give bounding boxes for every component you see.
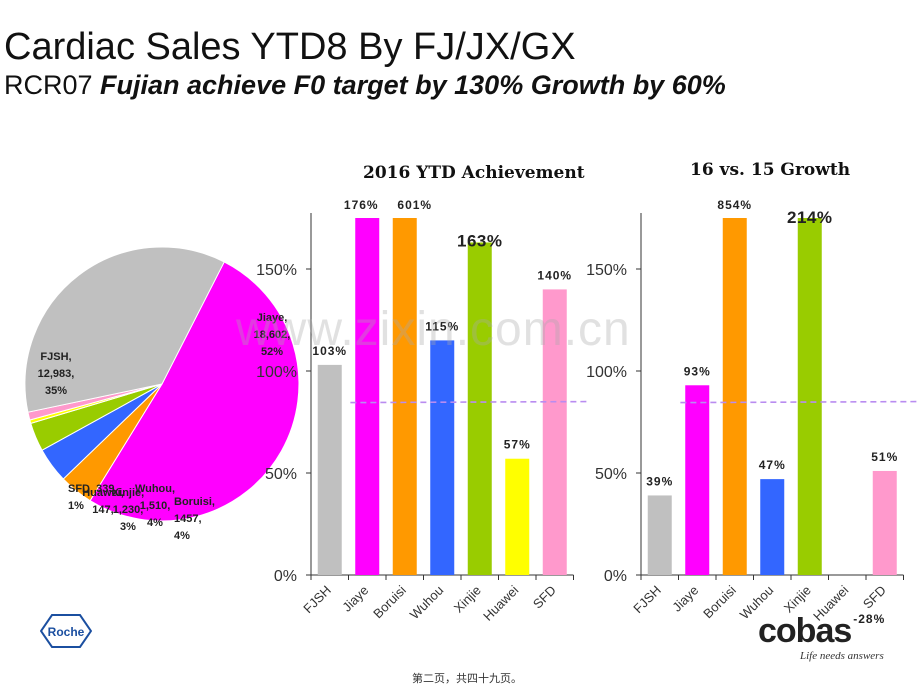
achievement-category-label-wuhou: Wuhou bbox=[407, 583, 447, 623]
achievement-bar-fjsh bbox=[317, 364, 342, 575]
achievement-category-label-huawei: Huawei bbox=[480, 582, 521, 623]
achievement-category-label-jiaye: Jiaye bbox=[339, 583, 371, 615]
achievement-y-tick-label: 100% bbox=[256, 364, 297, 381]
pie-label-line: Xinjie, bbox=[112, 487, 144, 499]
pie-label-line: FJSH, bbox=[40, 351, 71, 363]
growth-y-tick-label: 0% bbox=[604, 568, 627, 585]
watermark: www.zixin.com.cn bbox=[236, 303, 631, 356]
growth-data-label-huawei: -28% bbox=[853, 612, 885, 626]
growth-data-label-wuhou: 47% bbox=[759, 458, 786, 472]
achievement-category-label-fjsh: FJSH bbox=[300, 583, 334, 617]
growth-data-label-boruisi: 854% bbox=[717, 198, 752, 212]
growth-category-label-boruisi: Boruisi bbox=[700, 582, 739, 621]
pie-label-line: 1% bbox=[68, 500, 84, 512]
pie-label-line: 1457, bbox=[174, 513, 202, 525]
growth-category-label-jiaye: Jiaye bbox=[669, 583, 701, 615]
achievement-bar-wuhou bbox=[430, 340, 455, 575]
growth-bar-chart: 0% 50% 100% 150% 39% FJSH 93% Jiaye 854% Boruisi 4… bbox=[586, 198, 917, 626]
pie-label-line: 3% bbox=[120, 521, 136, 533]
growth-bar-xinjie bbox=[797, 218, 822, 575]
pie-label-jiaye: Jiaye, 18,602, 52% bbox=[254, 312, 291, 358]
roche-logo: Roche bbox=[40, 614, 92, 648]
growth-y-tick-label: 50% bbox=[595, 466, 627, 483]
achievement-chart-title: 2016 YTD Achievement bbox=[363, 163, 585, 183]
growth-data-label-sfd: 51% bbox=[871, 450, 898, 464]
subtitle-highlight: Fujian achieve F0 target by 130% Growth … bbox=[100, 70, 726, 100]
growth-data-label-fjsh: 39% bbox=[646, 474, 673, 488]
page-subtitle: RCR07 Fujian achieve F0 target by 130% G… bbox=[4, 70, 726, 101]
growth-bar-sfd bbox=[872, 470, 897, 575]
achievement-data-label-xinjie: 163% bbox=[457, 231, 502, 250]
growth-category-label-fjsh: FJSH bbox=[630, 583, 664, 617]
pie-label-line: SFD, 339, bbox=[68, 483, 118, 495]
growth-category-label-xinjie: Xinjie bbox=[781, 583, 814, 616]
achievement-bar-xinjie bbox=[467, 242, 492, 576]
pie-label-line: 4% bbox=[174, 530, 190, 542]
pie-chart: Jiaye, 18,602, 52% Boruisi, 1457, 4% Wuhou, 1,5… bbox=[24, 246, 300, 542]
pie-label-line: 52% bbox=[261, 346, 283, 358]
achievement-data-label-boruisi: 601% bbox=[397, 198, 432, 212]
growth-y-tick-label: 150% bbox=[586, 262, 627, 279]
pie-label-line: 18,602, bbox=[254, 329, 291, 341]
achievement-y-tick-label: 150% bbox=[256, 262, 297, 279]
growth-chart-title: 16 vs. 15 Growth bbox=[690, 160, 851, 180]
pie-label-fjsh: FJSH, 12,983, 35% bbox=[38, 351, 75, 397]
achievement-bar-chart: 0% 50% 100% 150% 103% FJSH 176% Jiaye 601% Boruis… bbox=[256, 198, 587, 624]
pie-label-line: 1,510, bbox=[140, 500, 171, 512]
roche-logo-text: Roche bbox=[48, 625, 85, 639]
pie-label-line: Huawei, bbox=[82, 487, 124, 499]
achievement-bar-jiaye bbox=[355, 218, 380, 575]
achievement-category-label-xinjie: Xinjie bbox=[451, 583, 484, 616]
page-title: Cardiac Sales YTD8 By FJ/JX/GX bbox=[4, 26, 576, 68]
achievement-bar-sfd bbox=[542, 289, 567, 575]
pie-label-boruisi: Boruisi, 1457, 4% bbox=[174, 496, 215, 542]
growth-bar-wuhou bbox=[760, 479, 785, 575]
growth-bar-jiaye bbox=[685, 385, 710, 575]
achievement-category-label-boruisi: Boruisi bbox=[370, 582, 409, 621]
pie-label-huawei: Huawei, 147, bbox=[82, 487, 124, 516]
growth-category-label-sfd: SFD bbox=[860, 583, 889, 612]
pie-label-wuhou: Wuhou, 1,510, 4% bbox=[135, 483, 175, 529]
achievement-y-tick-label: 50% bbox=[265, 466, 297, 483]
achievement-bar-huawei bbox=[505, 458, 530, 575]
achievement-data-label-jiaye: 176% bbox=[344, 198, 379, 212]
pie-label-line: 4% bbox=[147, 517, 163, 529]
subtitle-prefix: RCR07 bbox=[4, 70, 101, 100]
pie-label-line: 1,230, bbox=[113, 504, 144, 516]
pie-label-line: Wuhou, bbox=[135, 483, 175, 495]
pie-label-line: 35% bbox=[45, 385, 67, 397]
achievement-data-label-wuhou: 115% bbox=[425, 319, 459, 333]
pie-label-sfd: SFD, 339, 1% bbox=[68, 483, 118, 512]
achievement-y-tick-label: 0% bbox=[274, 568, 297, 585]
pie-label-line: 147, bbox=[92, 504, 113, 516]
growth-y-tick-label: 100% bbox=[586, 364, 627, 381]
achievement-bar-boruisi bbox=[392, 218, 417, 575]
pie-label-line: Jiaye, bbox=[257, 312, 288, 324]
pie-label-line: Boruisi, bbox=[174, 496, 215, 508]
cobas-logo: cobas bbox=[758, 612, 852, 650]
achievement-data-label-huawei: 57% bbox=[504, 438, 531, 452]
growth-data-label-xinjie: 214% bbox=[787, 208, 832, 227]
pie-label-xinjie: Xinjie, 1,230, 3% bbox=[112, 487, 144, 533]
cobas-tagline: Life needs answers bbox=[800, 650, 884, 662]
achievement-category-label-sfd: SFD bbox=[530, 583, 559, 612]
growth-bar-boruisi bbox=[722, 218, 747, 575]
growth-data-label-jiaye: 93% bbox=[684, 364, 711, 378]
achievement-data-label-sfd: 140% bbox=[537, 268, 572, 282]
pie-slice-fjsh bbox=[24, 246, 225, 413]
growth-bar-fjsh bbox=[647, 495, 672, 575]
pie-slice-jiaye bbox=[89, 261, 300, 522]
page-footer: 第二页，共四十九页。 bbox=[412, 672, 522, 685]
achievement-data-label-fjsh: 103% bbox=[312, 344, 347, 358]
pie-label-line: 12,983, bbox=[38, 368, 75, 380]
